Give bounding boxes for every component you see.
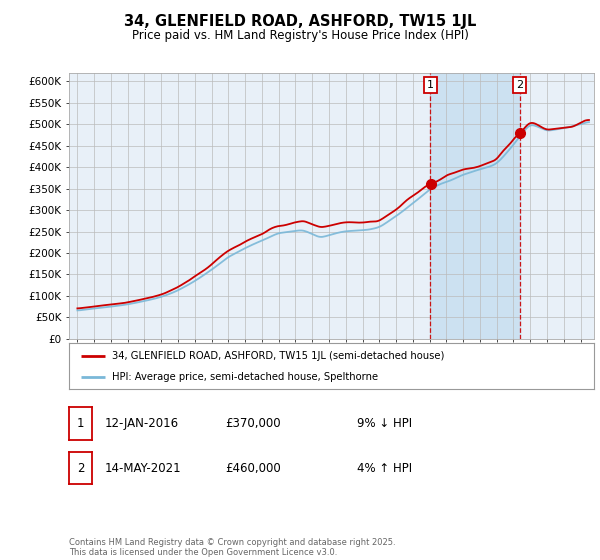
Text: HPI: Average price, semi-detached house, Spelthorne: HPI: Average price, semi-detached house,… — [112, 372, 378, 382]
Text: 34, GLENFIELD ROAD, ASHFORD, TW15 1JL (semi-detached house): 34, GLENFIELD ROAD, ASHFORD, TW15 1JL (s… — [112, 351, 445, 361]
Bar — [430, 73, 520, 339]
Text: 2: 2 — [516, 80, 523, 90]
Text: £370,000: £370,000 — [225, 417, 281, 430]
Text: 1: 1 — [427, 80, 434, 90]
Text: 2: 2 — [77, 461, 84, 475]
Text: 1: 1 — [77, 417, 84, 430]
Text: Contains HM Land Registry data © Crown copyright and database right 2025.
This d: Contains HM Land Registry data © Crown c… — [69, 538, 395, 557]
Text: 14-MAY-2021: 14-MAY-2021 — [105, 461, 182, 475]
Text: 12-JAN-2016: 12-JAN-2016 — [105, 417, 179, 430]
Text: Price paid vs. HM Land Registry's House Price Index (HPI): Price paid vs. HM Land Registry's House … — [131, 29, 469, 42]
Text: £460,000: £460,000 — [225, 461, 281, 475]
Text: 9% ↓ HPI: 9% ↓ HPI — [357, 417, 412, 430]
Text: 34, GLENFIELD ROAD, ASHFORD, TW15 1JL: 34, GLENFIELD ROAD, ASHFORD, TW15 1JL — [124, 14, 476, 29]
Text: 4% ↑ HPI: 4% ↑ HPI — [357, 461, 412, 475]
